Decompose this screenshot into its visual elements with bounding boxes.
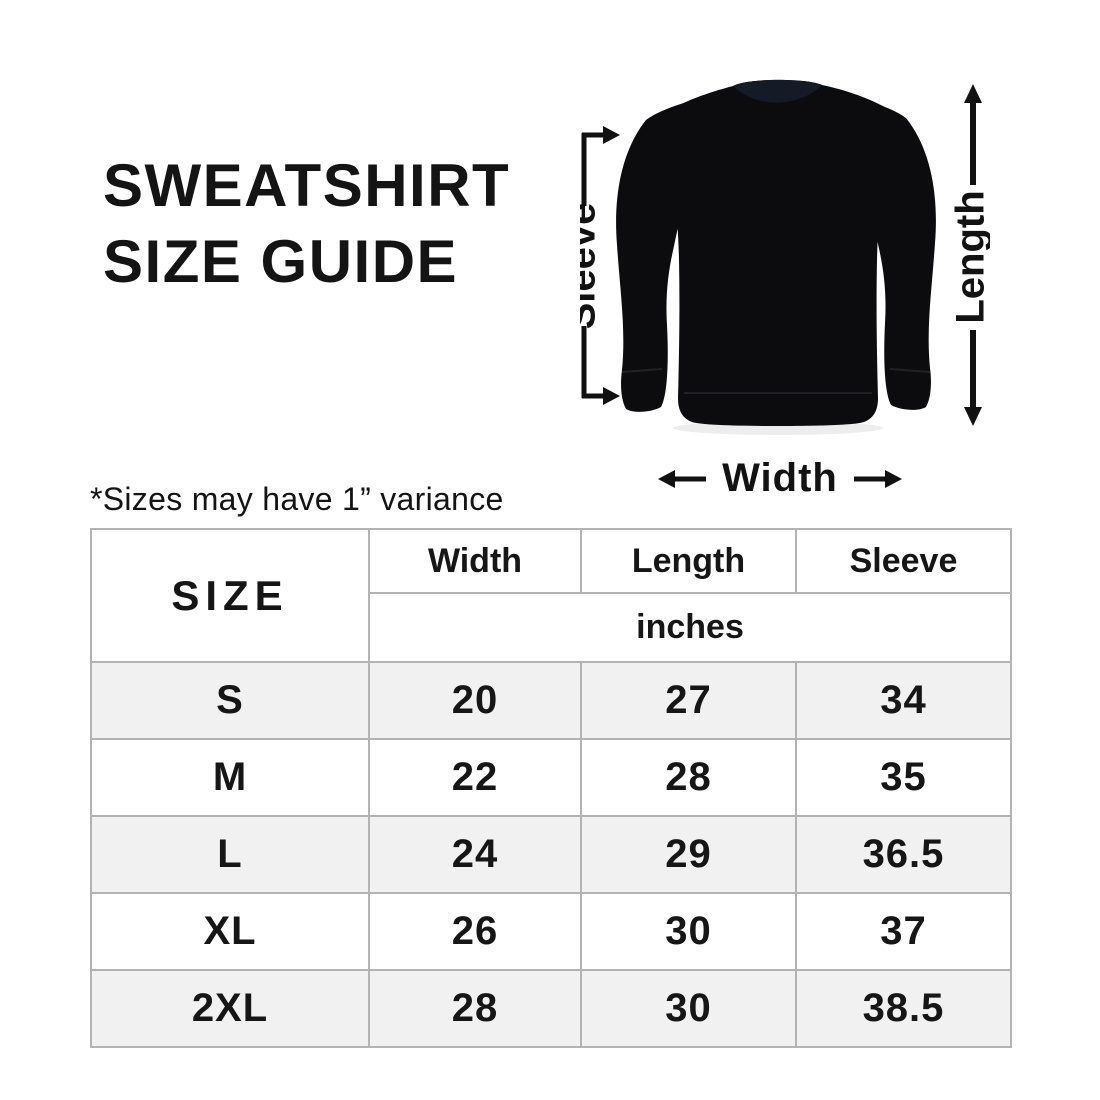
page-title: SWEATSHIRT SIZE GUIDE (103, 148, 510, 300)
length-label: Length (949, 190, 990, 323)
table-row-xl: XL 26 30 37 (90, 892, 1012, 971)
width-label: Width (722, 456, 838, 500)
column-header-width: Width (368, 528, 582, 594)
width-measure-row: Width (590, 456, 970, 501)
title-line-2: SIZE GUIDE (103, 228, 459, 295)
table-row-m: M 22 28 35 (90, 738, 1012, 817)
table-unit-row: inches (91, 592, 1012, 663)
length-cell: 28 (580, 738, 797, 817)
table-header-row: SIZE Width Length Sleeve (90, 528, 1012, 663)
length-cell: 30 (580, 969, 797, 1048)
variance-note: *Sizes may have 1” variance (90, 481, 504, 517)
sleeve-measure-arrow-icon (581, 126, 620, 405)
sleeve-label: Sleeve (580, 203, 604, 330)
sleeve-cell: 37 (795, 892, 1012, 971)
right-cuff-seam (889, 368, 931, 373)
size-cell: M (90, 738, 370, 817)
size-cell: L (90, 815, 370, 894)
length-cell: 27 (580, 661, 797, 740)
size-cell: S (90, 661, 370, 740)
sweatshirt-diagram: Sleeve Length (580, 79, 990, 435)
size-column-header: SIZE (90, 528, 370, 663)
unit-header: inches (368, 592, 1012, 663)
sweatshirt-collar (733, 79, 822, 103)
size-cell: XL (90, 892, 370, 971)
title-line-1: SWEATSHIRT (103, 152, 511, 219)
column-header-length: Length (580, 528, 797, 594)
table-row-l: L 24 29 36.5 (90, 815, 1012, 894)
width-cell: 20 (368, 661, 582, 740)
sweatshirt-body (660, 79, 896, 426)
sleeve-cell: 35 (795, 738, 1012, 817)
length-cell: 29 (580, 815, 797, 894)
width-arrow-left-icon (658, 469, 707, 488)
length-cell: 30 (580, 892, 797, 971)
sweatshirt-left-sleeve (616, 92, 740, 412)
width-cell: 24 (368, 815, 582, 894)
sleeve-cell: 38.5 (795, 969, 1012, 1048)
sleeve-cell: 34 (795, 661, 1012, 740)
width-cell: 26 (368, 892, 582, 971)
width-cell: 28 (368, 969, 582, 1048)
length-measure-arrow-icon (964, 84, 982, 426)
table-row-s: S 20 27 34 (90, 661, 1012, 740)
size-table: SIZE Width Length Sleeve inches S 20 27 … (90, 528, 1012, 1048)
sleeve-cell: 36.5 (795, 815, 1012, 894)
width-arrow-right-icon (853, 469, 902, 488)
left-cuff-seam (621, 368, 663, 373)
column-header-sleeve: Sleeve (795, 528, 1012, 594)
size-cell: 2XL (90, 969, 370, 1048)
width-cell: 22 (368, 738, 582, 817)
sweatshirt-right-sleeve (812, 90, 936, 410)
table-row-2xl: 2XL 28 30 38.5 (90, 969, 1012, 1048)
